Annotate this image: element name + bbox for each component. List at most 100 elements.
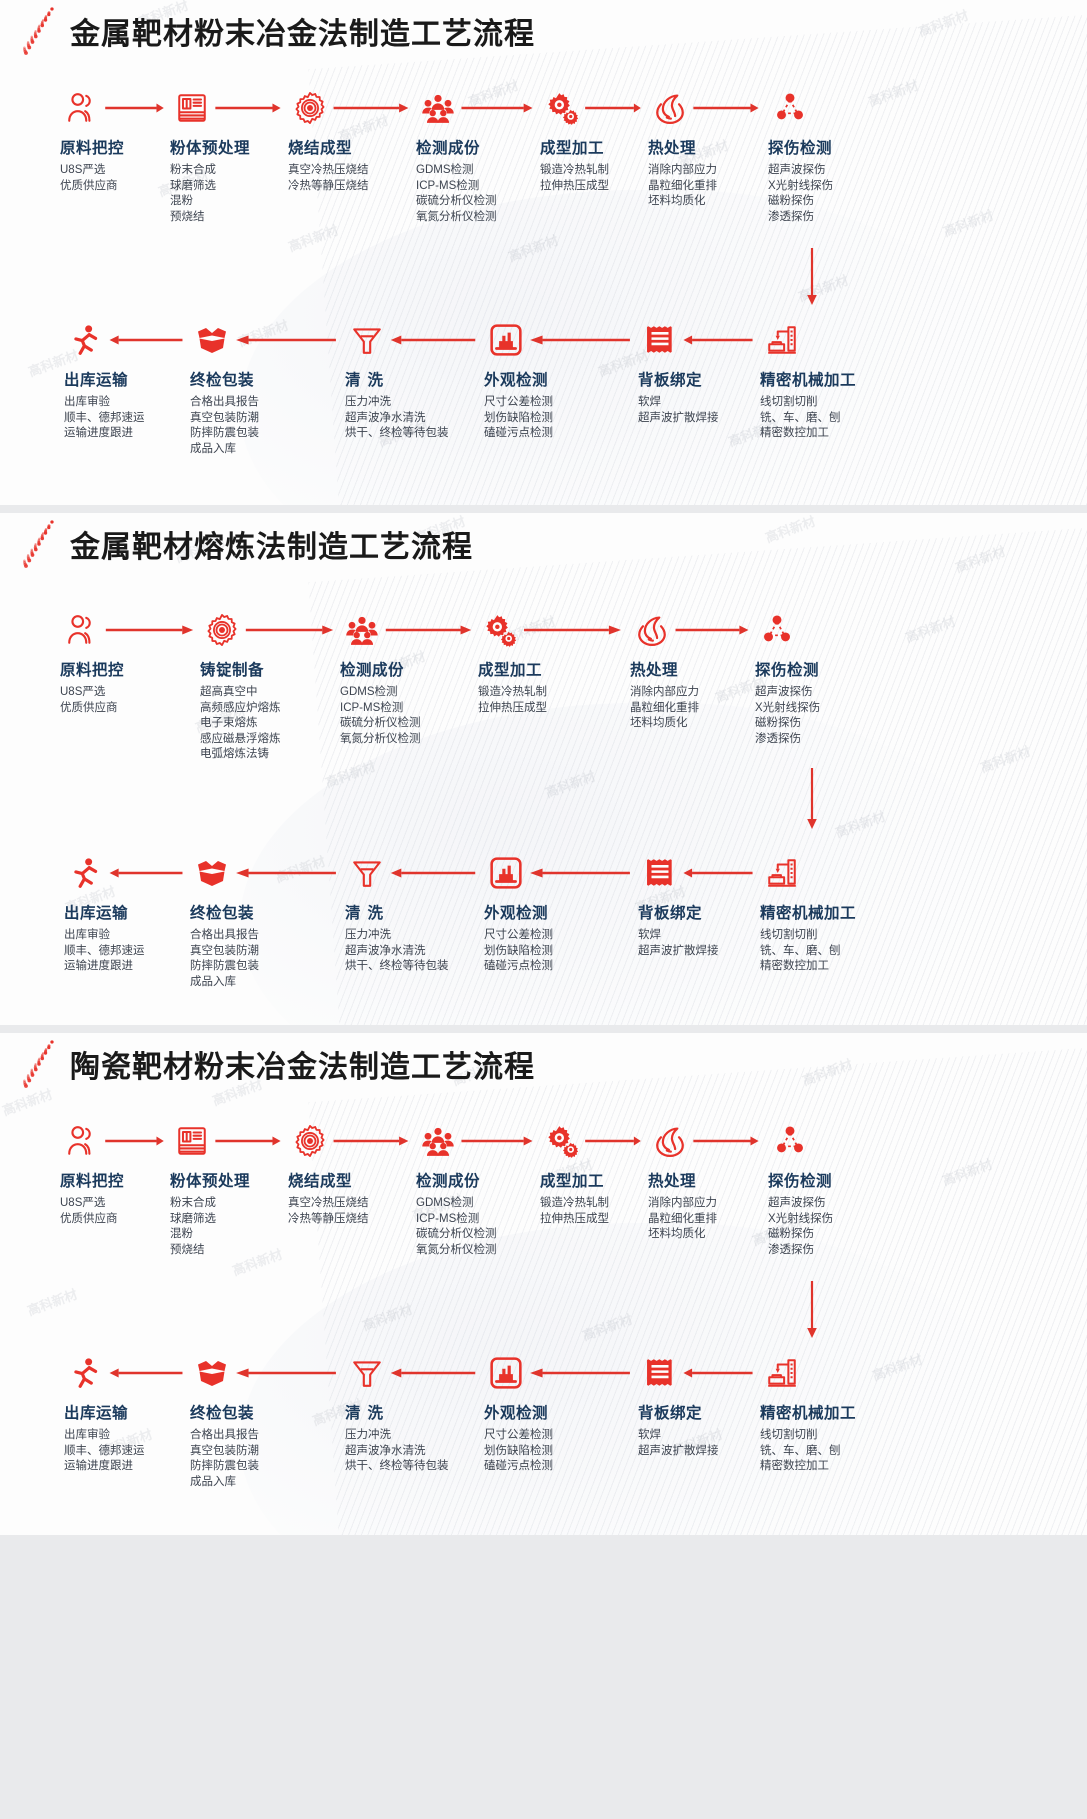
step-detail-line: 氧氮分析仪检测 [416,1243,497,1256]
step-title: 烧结成型 [288,1173,353,1190]
step-detail-line: ICP-MS检测 [416,1212,480,1225]
process-step[interactable]: 清洗 压力冲洗 超声波净水清洗 烘干、终检等待包装 [345,318,477,442]
arrow-left-icon [108,1367,184,1379]
step-title: 外观检测 [484,905,549,922]
process-step[interactable]: 清洗 压力冲洗 超声波净水清洗 烘干、终检等待包装 [345,1351,477,1475]
step-details: GDMS检测 ICP-MS检测 碳硫分析仪检测 氧氮分析仪检测 [340,685,421,747]
step-details: 粉末合成 球磨筛选 混粉 预烧结 [170,1196,216,1258]
section-title: 金属靶材粉末冶金法制造工艺流程 [70,18,535,51]
step-title: 清洗 [345,372,391,389]
step-details: 消除内部应力 晶粒细化重排 坯料均质化 [648,163,717,210]
step-detail-line: 坯料均质化 [630,717,688,729]
step-title: 原料把控 [60,662,125,679]
arrow-right-icon [692,1135,760,1147]
process-step[interactable]: 终检包装 合格出具报告 真空包装防潮 防摔防震包装 成品入库 [190,318,338,457]
step-detail-line: 压力冲洗 [345,929,391,941]
step-detail-line: 磕碰污点检测 [484,1460,553,1472]
process-step[interactable]: 出库运输 出库审验 顺丰、德邦速运 运输进度跟进 [64,851,184,975]
arrow-right-icon [214,1135,282,1147]
two-people-icon [60,1121,104,1161]
step-detail-line: 超声波净水清洗 [345,1444,426,1457]
process-step[interactable]: 出库运输 出库审验 顺丰、德邦速运 运输进度跟进 [64,1351,184,1475]
process-step[interactable]: 铸锭制备 超高真空中 高频感应炉熔炼 电子束熔炼 感应磁悬浮熔炼 电弧熔炼法铸 [200,608,335,763]
step-detail-line: 线切割切削 [760,396,818,408]
arrow-down-icon [805,248,819,306]
process-step[interactable]: 外观检测 尺寸公差检测 划伤缺陷检测 磕碰污点检测 [484,318,632,442]
process-step[interactable]: 粉体预处理 粉末合成 球磨筛选 混粉 预烧结 [170,86,282,225]
arrow-left-icon [234,1367,338,1379]
step-detail-line: 高频感应炉熔炼 [200,701,281,714]
step-detail-line: 铣、车、磨、刨 [760,944,841,957]
cnc-machine-icon [760,853,804,893]
step-detail-line: 软焊 [638,1429,661,1441]
step-detail-line: 粉末合成 [170,164,216,176]
step-title: 背板绑定 [638,372,703,389]
process-step[interactable]: 背板绑定 软焊 超声波扩散焊接 [638,318,754,426]
process-step[interactable]: 探伤检测 超声波探伤 X光射线探伤 磁粉探伤 渗透探伤 [755,608,870,747]
process-step[interactable]: 检测成份 GDMS检测 ICP-MS检测 碳硫分析仪检测 氧氮分析仪检测 [340,608,473,747]
step-detail-line: 球磨筛选 [170,1212,216,1225]
process-step[interactable]: 精密机械加工 线切割切削 铣、车、磨、刨 精密数控加工 [760,1351,880,1475]
process-step[interactable]: 探伤检测 超声波探伤 X光射线探伤 磁粉探伤 渗透探伤 [768,86,878,225]
step-detail-line: 超声波净水清洗 [345,411,426,424]
step-details: 线切割切削 铣、车、磨、刨 精密数控加工 [760,928,841,975]
process-step[interactable]: 外观检测 尺寸公差检测 划伤缺陷检测 磕碰污点检测 [484,851,632,975]
process-step[interactable]: 精密机械加工 线切割切削 铣、车、磨、刨 精密数控加工 [760,318,880,442]
process-step[interactable]: 原料把控 U8S严选 优质供应商 [60,608,195,716]
process-section: 高科新材 高科新材 高科新材 高科新材 高科新材 高科新材 高科新材 高科新材 高科新材 高科新材… [0,0,1087,505]
process-step[interactable]: 热处理 消除内部应力 晶粒细化重排 坯料均质化 [630,608,750,732]
step-detail-line: 渗透探伤 [755,732,801,745]
funnel-icon [345,853,389,893]
step-detail-line: U8S严选 [60,164,106,176]
step-detail-line: 软焊 [638,929,661,941]
process-step[interactable]: 热处理 消除内部应力 晶粒细化重排 坯料均质化 [648,1119,760,1243]
process-step[interactable]: 原料把控 U8S严选 优质供应商 [60,86,165,194]
step-detail-line: 出库审验 [64,929,110,941]
process-step[interactable]: 清洗 压力冲洗 超声波净水清洗 烘干、终检等待包装 [345,851,477,975]
process-step[interactable]: 精密机械加工 线切割切削 铣、车、磨、刨 精密数控加工 [760,851,880,975]
step-detail-line: 拉伸热压成型 [540,179,609,192]
process-step[interactable]: 终检包装 合格出具报告 真空包装防潮 防摔防震包装 成品入库 [190,851,338,990]
step-detail-line: X光射线探伤 [768,179,834,192]
process-step[interactable]: 探伤检测 超声波探伤 X光射线探伤 磁粉探伤 渗透探伤 [768,1119,878,1258]
step-title: 粉体预处理 [170,140,251,157]
step-detail-line: 成品入库 [190,442,236,455]
step-detail-line: 防摔防震包装 [190,960,259,972]
step-title: 精密机械加工 [760,372,857,389]
step-detail-line: 拉伸热压成型 [540,1212,609,1225]
step-detail-line: 烘干、终检等待包装 [345,1460,449,1472]
process-step[interactable]: 热处理 消除内部应力 晶粒细化重排 坯料均质化 [648,86,760,210]
process-flow-page: 高科新材 高科新材 高科新材 高科新材 高科新材 高科新材 高科新材 高科新材 高科新材 高科新材… [0,0,1087,1535]
step-detail-line: 顺丰、德邦速运 [64,1444,145,1457]
process-step[interactable]: 出库运输 出库审验 顺丰、德邦速运 运输进度跟进 [64,318,184,442]
process-step[interactable]: 粉体预处理 粉末合成 球磨筛选 混粉 预烧结 [170,1119,282,1258]
two-people-icon [60,88,104,128]
arrow-left-icon [682,1367,754,1379]
people-group-icon [416,1121,460,1161]
arrow-left-icon [682,867,754,879]
process-step[interactable]: 成型加工 锻造冷热轧制 拉伸热压成型 [540,86,642,194]
step-detail-line: 渗透探伤 [768,1243,814,1256]
step-details: 消除内部应力 晶粒细化重排 坯料均质化 [648,1196,717,1243]
process-step[interactable]: 背板绑定 软焊 超声波扩散焊接 [638,1351,754,1459]
process-step[interactable]: 检测成份 GDMS检测 ICP-MS检测 碳硫分析仪检测 氧氮分析仪检测 [416,1119,534,1258]
process-step[interactable]: 原料把控 U8S严选 优质供应商 [60,1119,165,1227]
step-detail-line: 混粉 [170,195,193,207]
gear-sinter-icon [288,88,332,128]
process-step[interactable]: 成型加工 锻造冷热轧制 拉伸热压成型 [478,608,623,716]
arrow-left-icon [389,1367,477,1379]
process-step[interactable]: 终检包装 合格出具报告 真空包装防潮 防摔防震包装 成品入库 [190,1351,338,1490]
step-detail-line: 防摔防震包装 [190,427,259,439]
step-detail-line: X光射线探伤 [768,1212,834,1225]
step-detail-line: 压力冲洗 [345,1429,391,1441]
process-step[interactable]: 烧结成型 真空冷热压烧结 冷热等静压烧结 [288,1119,410,1227]
step-detail-line: 消除内部应力 [648,164,717,176]
process-step[interactable]: 成型加工 锻造冷热轧制 拉伸热压成型 [540,1119,642,1227]
step-title: 出库运输 [64,372,129,389]
process-step[interactable]: 检测成份 GDMS检测 ICP-MS检测 碳硫分析仪检测 氧氮分析仪检测 [416,86,534,225]
step-detail-line: 铣、车、磨、刨 [760,411,841,424]
process-step[interactable]: 烧结成型 真空冷热压烧结 冷热等静压烧结 [288,86,410,194]
step-details: U8S严选 优质供应商 [60,163,118,194]
process-step[interactable]: 外观检测 尺寸公差检测 划伤缺陷检测 磕碰污点检测 [484,1351,632,1475]
process-step[interactable]: 背板绑定 软焊 超声波扩散焊接 [638,851,754,959]
